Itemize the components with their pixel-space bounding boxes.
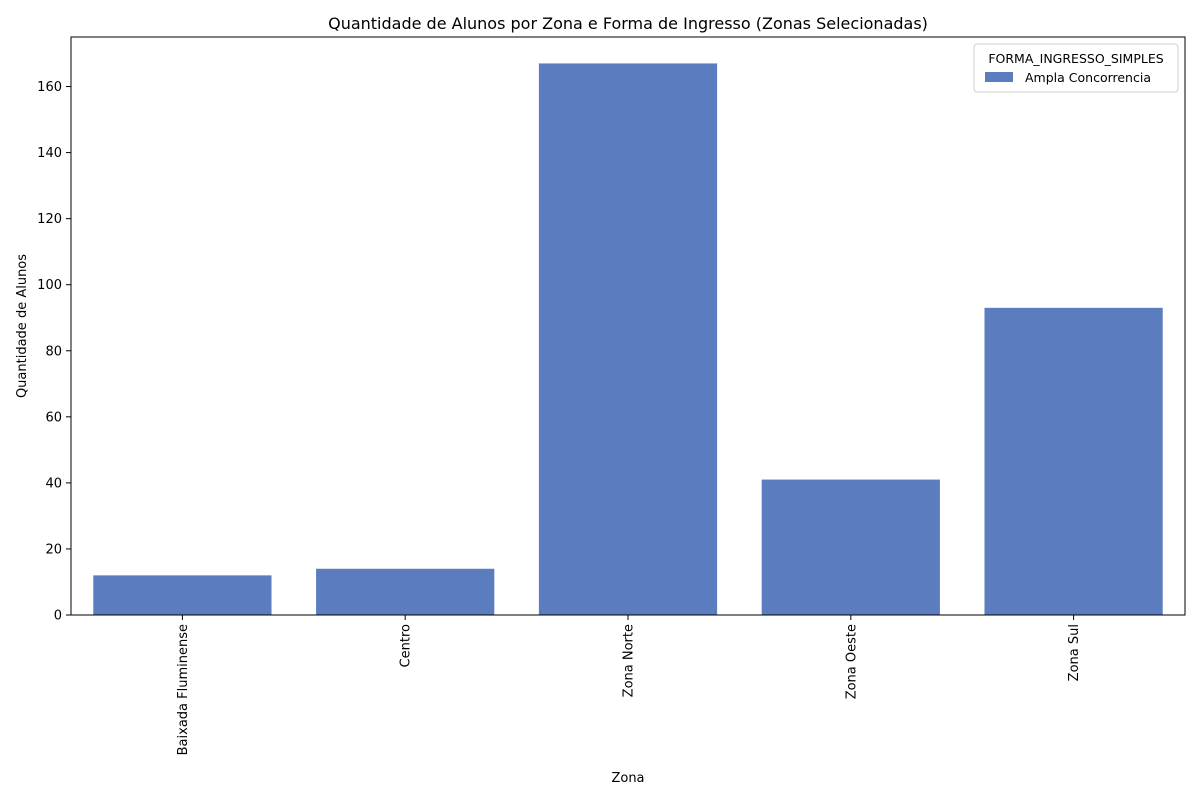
bar-zona-norte — [538, 63, 718, 616]
x-tick-label: Zona Norte — [622, 624, 637, 697]
legend-label: Ampla Concorrencia — [1025, 70, 1151, 85]
x-tick-label: Baixada Fluminense — [176, 624, 191, 755]
y-tick-label: 120 — [37, 212, 62, 227]
legend: FORMA_INGRESSO_SIMPLES Ampla Concorrenci… — [973, 43, 1179, 93]
y-axis-ticks: 0 20 40 60 80 100 120 140 160 — [37, 80, 71, 624]
y-tick-label: 20 — [45, 542, 62, 557]
y-tick-label: 140 — [37, 146, 62, 161]
y-tick-label: 160 — [37, 80, 62, 95]
y-axis-label: Quantidade de Alunos — [15, 254, 30, 398]
x-tick-label: Zona Sul — [1067, 624, 1082, 681]
x-axis-label: Zona — [611, 771, 644, 786]
y-tick-label: 100 — [37, 278, 62, 293]
y-tick-label: 80 — [45, 344, 62, 359]
bar-centro — [316, 568, 495, 615]
bar-zona-oeste — [761, 479, 940, 615]
chart-title: Quantidade de Alunos por Zona e Forma de… — [328, 14, 928, 33]
x-axis-ticks: Baixada Fluminense Centro Zona Norte Zona O… — [176, 615, 1082, 755]
y-tick-label: 60 — [45, 410, 62, 425]
y-tick-label: 0 — [54, 609, 62, 624]
plot-frame — [70, 36, 1186, 616]
x-tick-label: Zona Oeste — [844, 624, 859, 699]
x-tick-label: Centro — [399, 624, 414, 667]
bar-zona-sul — [984, 307, 1163, 615]
legend-swatch — [985, 72, 1013, 82]
y-tick-label: 40 — [45, 476, 62, 491]
bar-baixada-fluminense — [93, 575, 272, 615]
legend-box — [973, 43, 1179, 93]
bars-layer — [93, 63, 1163, 616]
legend-title: FORMA_INGRESSO_SIMPLES — [988, 51, 1163, 66]
